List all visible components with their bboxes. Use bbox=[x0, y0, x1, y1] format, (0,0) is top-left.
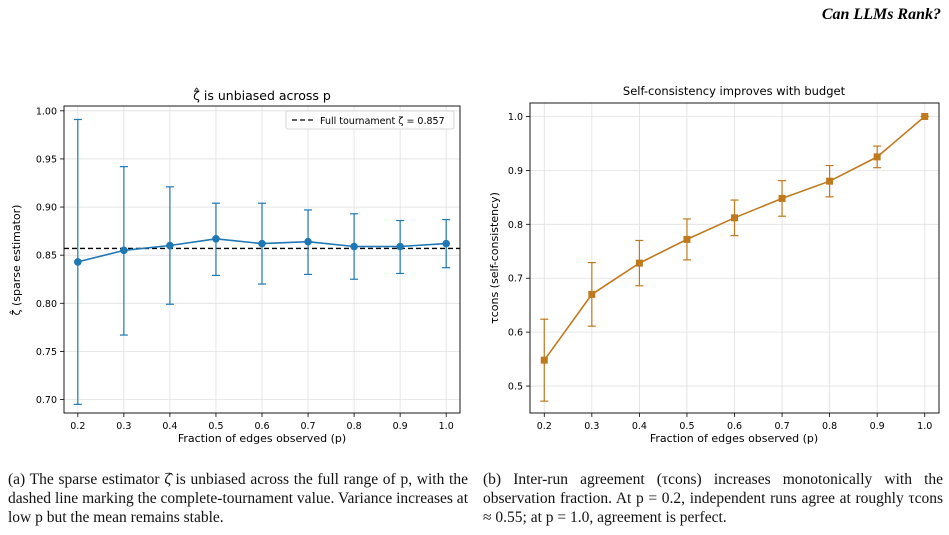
data-point bbox=[74, 258, 82, 266]
x-tick-label: 1.0 bbox=[917, 421, 932, 432]
legend-label-a: Full tournament ζ = 0.857 bbox=[320, 116, 445, 127]
y-tick-label: 0.90 bbox=[36, 203, 57, 214]
x-tick-label: 0.8 bbox=[822, 421, 837, 432]
running-header: Can LLMs Rank? bbox=[821, 6, 941, 23]
data-point bbox=[350, 242, 358, 251]
y-tick-label: 0.9 bbox=[508, 166, 523, 177]
x-tick-label: 0.4 bbox=[162, 421, 177, 432]
chart-title-a: ζ̂ is unbiased across p bbox=[193, 87, 331, 103]
y-tick-label: 0.8 bbox=[508, 220, 523, 231]
data-point bbox=[921, 112, 929, 120]
x-tick-label: 0.9 bbox=[393, 421, 408, 432]
x-tick-label: 0.6 bbox=[727, 421, 742, 432]
data-point bbox=[826, 177, 834, 185]
y-tick-label: 0.85 bbox=[36, 251, 57, 262]
data-point bbox=[442, 239, 450, 248]
x-tick-label: 1.0 bbox=[439, 421, 454, 432]
y-tick-label: 0.70 bbox=[36, 395, 57, 406]
y-tick-label: 0.5 bbox=[508, 382, 523, 393]
data-point bbox=[258, 239, 266, 248]
chart-panel-a: 0.2 0.3 0.4 0.5 0.6 0.7 0.8 0.9 1.0 0.70 0.75 0.80… bbox=[9, 87, 461, 445]
chart-panel-b: 0.2 0.3 0.4 0.5 0.6 0.7 0.8 0.9 1.0 0.5 0.6 0.7 0.8… bbox=[488, 84, 940, 445]
x-tick-label: 0.3 bbox=[116, 421, 131, 432]
data-point bbox=[120, 246, 128, 255]
y-tick-label: 0.75 bbox=[36, 347, 57, 358]
data-point bbox=[778, 194, 786, 202]
x-axis-label-a: Fraction of edges observed (p) bbox=[178, 432, 346, 445]
data-point bbox=[588, 290, 596, 298]
y-tick-label: 1.0 bbox=[508, 112, 523, 123]
caption-a: (a) The sparse estimator ζ̂ is unbiased … bbox=[8, 471, 468, 526]
x-ticks-a: 0.2 0.3 0.4 0.5 0.6 0.7 0.8 0.9 1.0 bbox=[70, 413, 454, 432]
x-tick-label: 0.5 bbox=[679, 421, 694, 432]
chart-title-b: Self-consistency improves with budget bbox=[623, 84, 846, 98]
legend-a: Full tournament ζ = 0.857 bbox=[285, 110, 455, 130]
x-tick-label: 0.7 bbox=[775, 421, 790, 432]
markers-a bbox=[74, 235, 450, 266]
y-tick-label: 0.95 bbox=[36, 154, 57, 165]
data-point bbox=[873, 153, 881, 161]
x-axis-label-b: Fraction of edges observed (p) bbox=[650, 432, 818, 445]
caption-b: (b) Inter-run agreement (τcons) increase… bbox=[483, 471, 943, 526]
data-point bbox=[304, 237, 312, 246]
markers-b bbox=[540, 112, 929, 364]
x-tick-label: 0.2 bbox=[537, 421, 552, 432]
x-tick-label: 0.9 bbox=[870, 421, 885, 432]
x-tick-label: 0.8 bbox=[347, 421, 362, 432]
data-point bbox=[166, 241, 174, 250]
data-point bbox=[396, 242, 404, 251]
x-tick-label: 0.4 bbox=[632, 421, 647, 432]
data-point bbox=[635, 259, 643, 267]
y-tick-label: 1.00 bbox=[36, 106, 57, 117]
x-tick-label: 0.7 bbox=[300, 421, 315, 432]
y-tick-label: 0.80 bbox=[36, 299, 57, 310]
y-tick-label: 0.6 bbox=[508, 328, 523, 339]
y-ticks-a: 0.70 0.75 0.80 0.85 0.90 0.95 1.00 bbox=[36, 106, 64, 406]
data-point bbox=[540, 356, 548, 364]
data-point bbox=[212, 235, 220, 243]
x-tick-label: 0.2 bbox=[70, 421, 85, 432]
y-ticks-b: 0.5 0.6 0.7 0.8 0.9 1.0 bbox=[508, 112, 530, 393]
data-point bbox=[731, 214, 738, 222]
y-tick-label: 0.7 bbox=[508, 274, 523, 285]
y-axis-label-a: ζ̂ (sparse estimator) bbox=[9, 205, 23, 316]
x-tick-label: 0.6 bbox=[254, 421, 269, 432]
data-point bbox=[683, 235, 691, 243]
x-tick-label: 0.3 bbox=[584, 421, 599, 432]
x-ticks-b: 0.2 0.3 0.4 0.5 0.6 0.7 0.8 0.9 1.0 bbox=[537, 413, 932, 432]
y-axis-label-b: τcons (self-consistency) bbox=[488, 192, 501, 324]
x-tick-label: 0.5 bbox=[208, 421, 223, 432]
